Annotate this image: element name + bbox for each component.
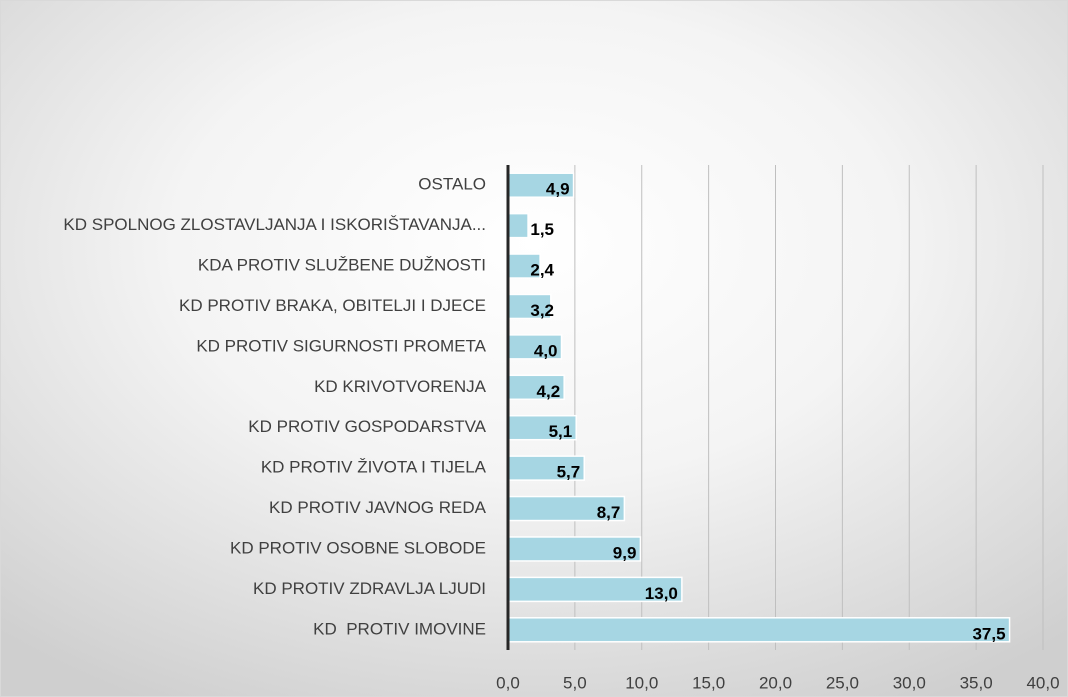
data-label: 9,9 <box>613 543 637 562</box>
data-label: 37,5 <box>972 624 1005 643</box>
x-tick-label: 15,0 <box>692 673 725 692</box>
data-label: 5,7 <box>557 463 581 482</box>
y-tick-label: KD PROTIV JAVNOG REDA <box>269 498 487 517</box>
x-tick-label: 40,0 <box>1026 673 1059 692</box>
data-label: 1,5 <box>530 220 554 239</box>
y-tick-label: KD PROTIV ŽIVOTA I TIJELA <box>261 458 487 477</box>
x-tick-label: 0,0 <box>496 673 520 692</box>
data-label: 5,1 <box>549 422 573 441</box>
y-tick-label: KD PROTIV IMOVINE <box>313 619 486 638</box>
bar <box>507 334 563 360</box>
y-tick-label: KD KRIVOTVORENJA <box>314 377 487 396</box>
data-label: 2,4 <box>530 261 554 280</box>
bar <box>507 536 642 562</box>
bar <box>507 212 529 239</box>
data-label: 13,0 <box>645 584 678 603</box>
y-tick-label: KD PROTIV SIGURNOSTI PROMETA <box>196 336 486 355</box>
data-label: 3,2 <box>530 301 554 320</box>
bar <box>507 414 577 441</box>
x-tick-label: 20,0 <box>759 673 792 692</box>
bar <box>507 617 1011 643</box>
data-label: 4,0 <box>534 341 558 360</box>
bar <box>507 455 585 481</box>
y-tick-label: KD SPOLNOG ZLOSTAVLJANJA I ISKORIŠTAVANJ… <box>63 215 486 234</box>
data-label: 4,9 <box>546 180 570 199</box>
bar <box>507 374 565 401</box>
x-tick-label: 30,0 <box>893 673 926 692</box>
x-tick-label: 35,0 <box>960 673 993 692</box>
bar <box>507 253 541 279</box>
data-label: 4,2 <box>537 382 561 401</box>
data-label: 8,7 <box>597 503 621 522</box>
y-tick-label: OSTALO <box>418 175 486 194</box>
y-tick-label: KD PROTIV ZDRAVLJA LJUDI <box>253 579 486 598</box>
x-tick-label: 25,0 <box>826 673 859 692</box>
y-tick-label: KD PROTIV BRAKA, OBITELJI I DJECE <box>179 296 486 315</box>
y-tick-label: KD PROTIV OSOBNE SLOBODE <box>230 538 486 557</box>
x-tick-label: 5,0 <box>563 673 587 692</box>
y-tick-label: KD PROTIV GOSPODARSTVA <box>248 417 486 436</box>
x-tick-label: 10,0 <box>625 673 658 692</box>
y-tick-label: KDA PROTIV SLUŽBENE DUŽNOSTI <box>198 256 486 275</box>
